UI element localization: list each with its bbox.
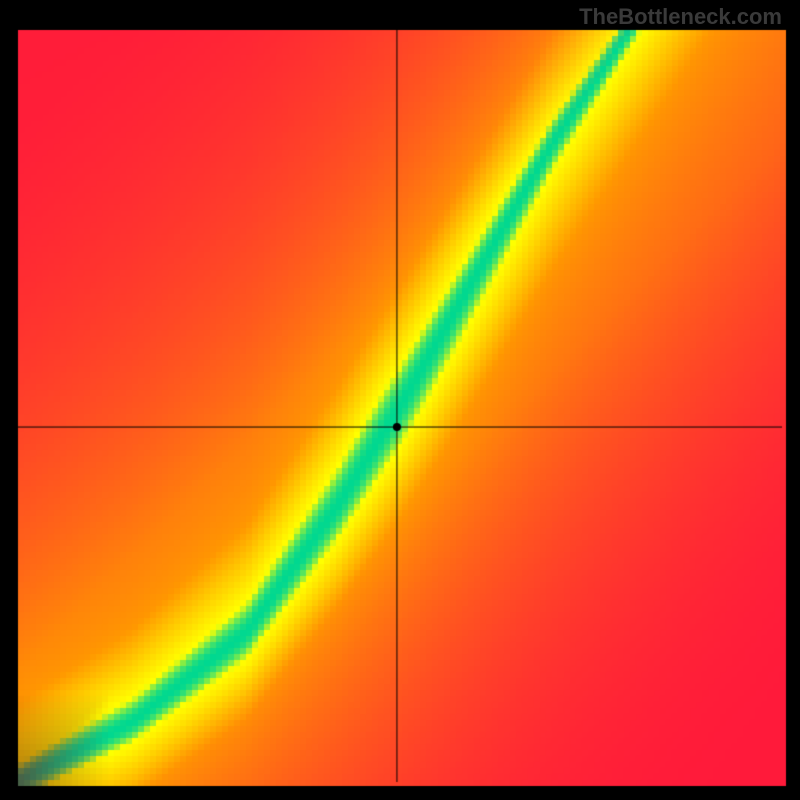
watermark-text: TheBottleneck.com bbox=[579, 4, 782, 30]
chart-container: TheBottleneck.com bbox=[0, 0, 800, 800]
bottleneck-heatmap bbox=[0, 0, 800, 800]
